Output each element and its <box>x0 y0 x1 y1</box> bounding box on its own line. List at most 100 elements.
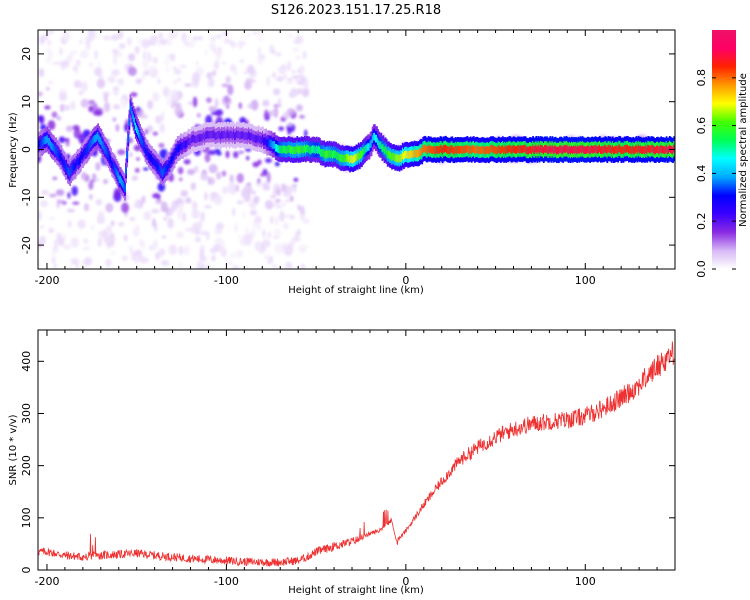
spectrogram-cell <box>107 151 110 160</box>
spectrogram-cell <box>564 145 567 154</box>
spectrogram-cell <box>170 103 175 109</box>
spectrogram-cell <box>213 61 220 69</box>
spectrogram-cell <box>363 147 365 155</box>
spectrogram-cell <box>160 259 170 267</box>
spectrogram-cell <box>59 88 67 94</box>
spectrogram-cell <box>285 198 290 203</box>
spectrogram-cell <box>327 150 330 159</box>
spectrogram-cell <box>549 144 552 153</box>
spectrogram-cell <box>410 150 413 158</box>
spectrogram-cell <box>585 146 588 154</box>
spectrogram-cell <box>250 99 259 111</box>
spectrogram-cell <box>203 205 212 209</box>
spectrogram-cell <box>396 154 399 163</box>
spectrogram-cell <box>244 131 247 140</box>
spectrogram-cell <box>464 145 467 154</box>
spectrogram-cell <box>127 245 135 250</box>
spectrogram-cell <box>262 229 266 238</box>
spectrogram-cell <box>293 146 295 155</box>
spectrogram-cell <box>175 147 178 156</box>
spectrogram-cell <box>154 199 163 205</box>
spectrogram-cell <box>580 145 583 154</box>
spectrogram-cell <box>77 219 86 229</box>
spectrogram-cell <box>172 153 175 161</box>
spectrogram-cell <box>221 30 230 37</box>
spectrogram-cell <box>271 264 279 268</box>
spectrogram-cell <box>595 145 598 154</box>
spectrogram-cell <box>120 98 128 110</box>
spectrogram-cell <box>324 151 327 159</box>
spectrogram-cell <box>159 166 162 175</box>
spectrogram-cell <box>89 224 96 230</box>
spectrogram-cell <box>423 144 426 153</box>
spectrogram-cell <box>264 137 266 146</box>
spectrogram-cell <box>274 215 279 226</box>
colorbar-tick-label: 0.4 <box>695 165 708 183</box>
spectrogram-cell <box>286 80 294 85</box>
spectrogram-cell <box>43 136 46 145</box>
spectrogram-cell <box>485 146 488 154</box>
spectrogram-cell <box>112 117 117 122</box>
spectrogram-cell <box>461 146 463 154</box>
spectrogram-cell <box>177 166 184 175</box>
spectrogram-cell <box>199 134 202 142</box>
spectrogram-cell <box>364 146 367 154</box>
x-tick-label: 0 <box>402 575 409 588</box>
spectrogram-cell <box>545 145 547 153</box>
spectrogram-cell <box>113 54 118 66</box>
spectrogram-cell <box>96 133 98 142</box>
spectrogram-cell <box>177 203 184 214</box>
spectrogram-cell <box>107 75 116 84</box>
spectrogram-cell <box>56 198 60 209</box>
spectrogram-cell <box>200 211 206 222</box>
spectrogram-cell <box>578 146 581 155</box>
spectrogram-cell <box>93 135 96 143</box>
spectrogram-cell <box>381 144 384 153</box>
spectrogram-cell <box>257 221 261 230</box>
spectrogram-cell <box>531 146 533 155</box>
spectrogram-cell <box>189 137 192 146</box>
spectrogram-cell <box>338 153 341 161</box>
spectrogram-cell <box>299 114 306 119</box>
colorbar-gradient <box>712 30 736 269</box>
spectrogram-cell <box>94 178 100 182</box>
spectrogram-cell <box>210 111 218 116</box>
spectrogram-cell <box>621 146 624 154</box>
spectrogram-cell <box>398 155 401 163</box>
spectrogram-cell <box>266 139 269 147</box>
spectrogram-cell <box>660 145 663 153</box>
spectrogram-cell <box>124 63 129 72</box>
spectrogram-cell <box>297 228 301 237</box>
spectrogram-cell <box>182 142 185 151</box>
spectrogram-cell <box>232 207 236 217</box>
spectrogram-cell <box>160 201 168 212</box>
spectrogram-cell <box>283 145 286 153</box>
spectrogram-cell <box>274 199 282 203</box>
spectrogram-cell <box>284 146 287 154</box>
spectrogram-cell <box>232 151 239 159</box>
spectrogram-cell <box>75 59 81 66</box>
spectrogram-cell <box>60 153 63 162</box>
spectrogram-cell <box>73 162 76 170</box>
spectrogram-cell <box>142 167 149 171</box>
spectrogram-cell <box>488 146 490 155</box>
spectrogram-cell <box>413 149 416 157</box>
spectrogram-cell <box>63 244 72 251</box>
spectrogram-cell <box>232 130 235 138</box>
spectrogram-cell <box>192 200 198 212</box>
spectrogram-cell <box>165 66 170 72</box>
spectrogram-cell <box>635 144 638 153</box>
spectrogram-cell <box>619 144 622 153</box>
spectrogram-cell <box>188 137 191 146</box>
spectrogram-cell <box>283 74 287 80</box>
spectrogram-cell <box>223 131 225 139</box>
spectrogram-cell <box>140 241 146 250</box>
spectrogram-cell <box>152 239 159 250</box>
spectrogram-cell <box>117 149 126 156</box>
spectrogram-cell <box>272 141 275 149</box>
spectrogram-cell <box>204 191 208 201</box>
spectrogram-cell <box>316 146 319 155</box>
spectrogram-cell <box>228 182 235 191</box>
spectrogram-cell <box>559 145 561 154</box>
spectrogram-cell <box>48 216 56 220</box>
